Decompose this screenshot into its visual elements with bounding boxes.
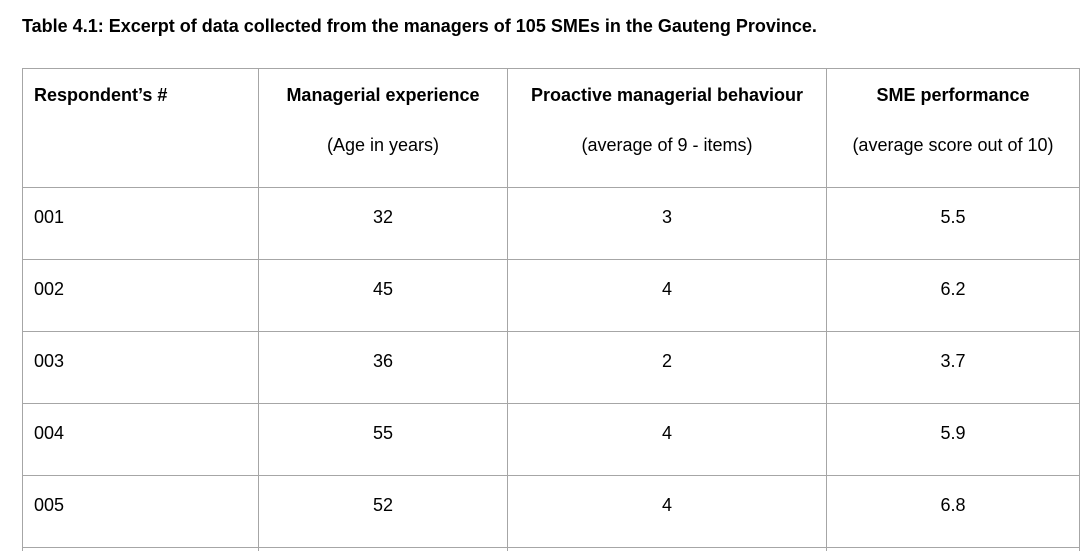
table-row: 005 52 4 6.8	[22, 475, 1080, 548]
cell-experience	[258, 547, 508, 551]
column-header-respondent: Respondent’s #	[22, 68, 259, 188]
table-row: 002 45 4 6.2	[22, 259, 1080, 332]
table-header: Respondent’s # Managerial experience (Ag…	[22, 68, 1080, 188]
cell-respondent: 004	[22, 403, 259, 476]
cell-performance: 5.9	[826, 403, 1080, 476]
table-caption: Table 4.1: Excerpt of data collected fro…	[22, 16, 817, 36]
cell-performance: 5.5	[826, 187, 1080, 260]
column-header-proactive-behaviour: Proactive managerial behaviour (average …	[507, 68, 827, 188]
cell-behaviour: 2	[507, 331, 827, 404]
column-header-line2: (average of 9 - items)	[581, 135, 753, 155]
column-header-line1: Managerial experience	[286, 85, 480, 105]
column-header-line1: SME performance	[876, 85, 1030, 105]
table-row: 003 36 2 3.7	[22, 331, 1080, 404]
table-row: 001 32 3 5.5	[22, 187, 1080, 260]
cell-experience: 55	[258, 403, 508, 476]
cell-respondent: 005	[22, 475, 259, 548]
cell-behaviour: 4	[507, 259, 827, 332]
cell-respondent: 002	[22, 259, 259, 332]
column-header-line1: Respondent’s #	[34, 85, 168, 105]
cell-performance: 6.2	[826, 259, 1080, 332]
table-row: 004 55 4 5.9	[22, 403, 1080, 476]
cell-behaviour	[507, 547, 827, 551]
cell-experience: 52	[258, 475, 508, 548]
table-row-clipped	[22, 547, 1080, 551]
cell-behaviour: 4	[507, 475, 827, 548]
cell-performance	[826, 547, 1080, 551]
header-row: Respondent’s # Managerial experience (Ag…	[22, 68, 1080, 188]
cell-respondent: 003	[22, 331, 259, 404]
cell-performance: 6.8	[826, 475, 1080, 548]
column-header-managerial-experience: Managerial experience (Age in years)	[258, 68, 508, 188]
cell-respondent: 001	[22, 187, 259, 260]
cell-experience: 45	[258, 259, 508, 332]
cell-experience: 32	[258, 187, 508, 260]
cell-performance: 3.7	[826, 331, 1080, 404]
cell-respondent	[22, 547, 259, 551]
column-header-line2: (average score out of 10)	[852, 135, 1054, 155]
table-body: 001 32 3 5.5 002 45 4 6.2 003 36 2 3.7 0…	[22, 187, 1080, 551]
cell-experience: 36	[258, 331, 508, 404]
cell-behaviour: 4	[507, 403, 827, 476]
column-header-sme-performance: SME performance (average score out of 10…	[826, 68, 1080, 188]
column-header-line2: (Age in years)	[326, 135, 440, 155]
cell-behaviour: 3	[507, 187, 827, 260]
column-header-line1: Proactive managerial behaviour	[530, 85, 804, 105]
data-table: Respondent’s # Managerial experience (Ag…	[22, 68, 1080, 551]
